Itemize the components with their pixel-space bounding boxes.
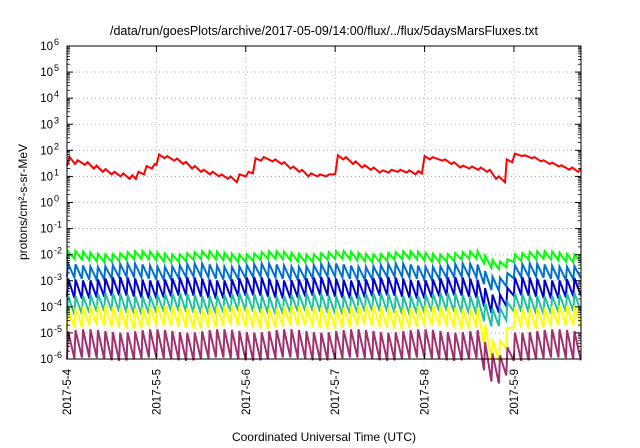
y-tick-label: 100 [40, 194, 59, 210]
y-tick-label: 104 [40, 89, 59, 105]
y-tick-exponent: 1 [54, 167, 59, 177]
x-tick-label: 2017-5-7 [330, 369, 342, 415]
y-tick-label: 101 [40, 167, 59, 183]
y-tick-exponent: 3 [54, 115, 59, 125]
y-tick-label: 10-6 [40, 350, 62, 366]
y-tick-label: 106 [40, 37, 59, 53]
y-tick-label: 103 [40, 115, 59, 131]
y-tick-label: 10-3 [40, 272, 62, 288]
series-layer [66, 152, 582, 384]
y-tick-exponent: 4 [54, 89, 59, 99]
y-tick-label: 10-4 [40, 298, 62, 314]
chart-title: /data/run/goesPlots/archive/2017-05-09/1… [110, 24, 539, 38]
x-tick-labels: 2017-5-4 2017-5-5 2017-5-6 2017-5-7 2017-5-8… [62, 368, 521, 415]
y-tick-exponent: 0 [54, 194, 59, 204]
series-line [66, 305, 582, 362]
y-tick-label: 10-5 [40, 324, 62, 340]
x-axis-label: Coordinated Universal Time (UTC) [232, 430, 416, 444]
y-tick-exponent: -2 [54, 246, 62, 256]
x-tick-label: 2017-5-8 [420, 369, 432, 415]
y-tick-exponent: -4 [54, 298, 62, 308]
series-line [66, 292, 582, 327]
series-line [66, 259, 582, 295]
y-tick-exponent: 5 [54, 63, 59, 73]
y-tick-exponent: 2 [54, 141, 59, 151]
y-tick-exponent: -5 [54, 324, 62, 334]
y-tick-label: 105 [40, 63, 59, 79]
y-tick-label: 102 [40, 141, 59, 157]
y-axis-label: protons/cm²-s-sr-MeV [16, 144, 30, 260]
y-tick-label: 10-2 [40, 246, 62, 262]
series-line [66, 276, 582, 314]
series-line [66, 329, 582, 384]
y-tick-exponent: -1 [54, 220, 62, 230]
y-tick-exponent: 6 [54, 37, 59, 47]
x-tick-label: 2017-5-9 [509, 369, 521, 415]
x-tick-label: 2017-5-4 [62, 368, 74, 415]
x-tick-label: 2017-5-6 [241, 369, 253, 415]
ticks [66, 45, 581, 360]
series-line [66, 152, 582, 185]
x-tick-label: 2017-5-5 [151, 369, 163, 415]
series-line [66, 247, 582, 273]
y-tick-exponent: -3 [54, 272, 62, 282]
y-tick-exponent: -6 [54, 350, 62, 360]
y-tick-labels: 10-610-510-410-310-210-11001011021031041… [40, 37, 62, 366]
y-tick-label: 10-1 [40, 220, 62, 236]
